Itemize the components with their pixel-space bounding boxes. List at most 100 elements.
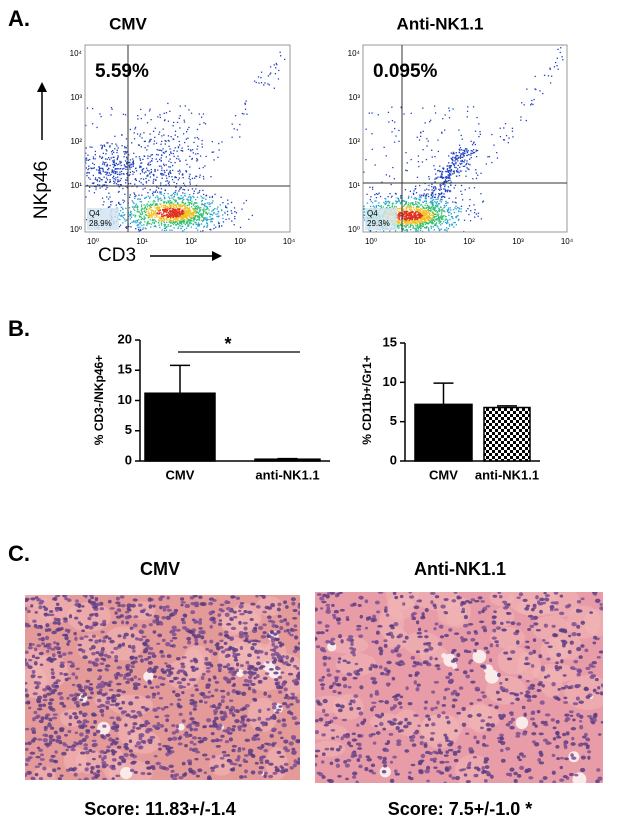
event-dot — [196, 212, 198, 214]
event-dot — [426, 188, 428, 190]
nucleus — [260, 755, 264, 760]
event-dot — [397, 238, 398, 239]
event-dot — [142, 158, 144, 160]
event-dot — [455, 208, 457, 210]
event-dot — [402, 216, 404, 218]
event-dot — [150, 226, 152, 228]
nucleus — [181, 719, 186, 723]
event-dot — [427, 216, 429, 218]
event-dot — [173, 209, 175, 211]
event-dot — [165, 210, 167, 212]
event-dot — [191, 206, 193, 208]
event-dot — [171, 210, 173, 212]
event-dot — [532, 103, 534, 106]
nucleus — [231, 672, 236, 677]
event-dot — [109, 206, 111, 208]
event-dot — [394, 121, 396, 123]
event-dot — [245, 199, 247, 202]
event-dot — [111, 170, 113, 172]
nucleus — [59, 608, 63, 612]
event-dot — [395, 235, 396, 236]
event-dot — [441, 176, 443, 178]
event-dot — [200, 223, 203, 225]
nucleus — [214, 724, 219, 728]
event-dot — [158, 165, 161, 167]
event-dot — [149, 155, 151, 158]
event-dot — [185, 215, 188, 217]
event-dot — [425, 220, 427, 222]
event-dot — [86, 175, 88, 177]
event-dot — [175, 221, 178, 223]
gate-box — [365, 208, 397, 230]
nucleus — [84, 734, 89, 739]
event-dot — [205, 209, 207, 211]
event-dot — [425, 218, 427, 220]
nucleus — [289, 766, 294, 770]
event-dot — [175, 217, 177, 220]
event-dot — [194, 177, 196, 179]
event-dot — [163, 221, 165, 223]
nucleus — [61, 751, 67, 756]
event-dot — [181, 220, 183, 222]
nucleus — [31, 654, 36, 659]
event-dot — [208, 209, 210, 211]
event-dot — [444, 180, 446, 182]
event-dot — [196, 136, 198, 139]
event-dot — [371, 202, 374, 204]
event-dot — [172, 198, 175, 200]
event-dot — [356, 223, 357, 224]
nucleus — [25, 607, 28, 611]
event-dot — [418, 221, 420, 223]
nucleus — [55, 740, 61, 744]
event-dot — [173, 155, 175, 158]
nucleus — [165, 664, 172, 669]
nucleus — [181, 761, 186, 766]
nucleus — [44, 628, 49, 632]
event-dot — [156, 203, 158, 206]
event-dot — [164, 215, 166, 217]
event-dot — [185, 138, 187, 140]
event-dot — [410, 224, 412, 226]
event-dot — [375, 205, 377, 207]
nucleus — [204, 656, 209, 661]
event-dot — [387, 111, 390, 113]
event-dot — [122, 212, 124, 214]
nucleus — [111, 777, 115, 780]
nucleus — [291, 679, 298, 683]
event-dot — [443, 188, 445, 190]
event-dot — [180, 215, 182, 217]
nucleus — [244, 704, 250, 708]
nucleus — [165, 642, 171, 647]
event-dot — [83, 159, 84, 160]
event-dot — [134, 197, 136, 199]
event-dot — [164, 209, 166, 211]
event-dot — [159, 218, 161, 220]
nucleus — [27, 665, 33, 670]
event-dot — [418, 228, 420, 230]
event-dot — [269, 66, 272, 68]
nucleus — [85, 679, 91, 683]
event-dot — [404, 200, 406, 202]
event-dot — [137, 144, 140, 146]
event-dot — [172, 222, 174, 224]
event-dot — [171, 212, 173, 214]
event-dot — [174, 193, 176, 196]
event-dot — [182, 218, 184, 220]
event-dot — [201, 215, 203, 217]
nucleus — [128, 739, 133, 744]
event-dot — [441, 218, 443, 221]
event-dot — [236, 129, 238, 131]
event-dot — [416, 224, 418, 227]
event-dot — [173, 192, 175, 194]
event-dot — [180, 198, 182, 200]
event-dot — [179, 221, 181, 224]
event-dot — [450, 165, 452, 167]
event-dot — [455, 163, 457, 165]
event-dot — [459, 162, 461, 165]
nucleus — [30, 727, 36, 732]
event-dot — [201, 240, 202, 241]
event-dot — [478, 123, 480, 125]
event-dot — [531, 99, 533, 102]
event-dot — [430, 225, 432, 227]
event-dot — [363, 214, 366, 216]
